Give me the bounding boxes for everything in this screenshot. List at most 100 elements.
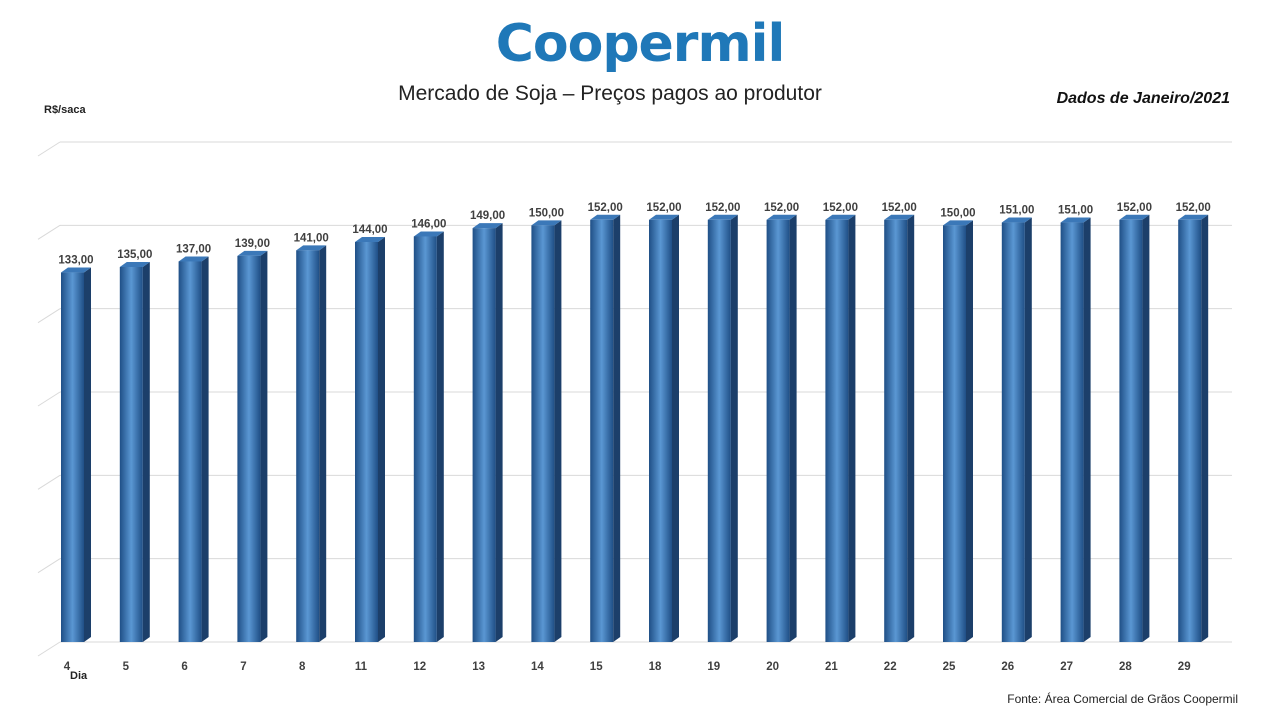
category-label: 18: [649, 661, 662, 673]
bar: [61, 272, 84, 642]
bar: [472, 228, 496, 642]
bar-value-label: 151,00: [1058, 205, 1093, 217]
bar-top: [472, 223, 503, 229]
bar-value-label: 150,00: [529, 207, 564, 219]
bar: [1060, 222, 1084, 643]
bar-side: [319, 245, 327, 643]
bar: [943, 225, 966, 643]
bar-top: [825, 214, 856, 220]
bar-value-label: 133,00: [58, 255, 93, 267]
bar-top: [178, 256, 209, 262]
gridline-depth: [37, 641, 61, 657]
category-label: 7: [240, 661, 246, 673]
gridline-depth: [37, 391, 61, 407]
category-label: 27: [1060, 661, 1073, 673]
bar: [1178, 219, 1202, 642]
bar: [766, 219, 790, 642]
bar-side: [436, 231, 444, 642]
category-label: 22: [884, 661, 897, 673]
bar-top: [296, 245, 327, 251]
category-label: 26: [1001, 661, 1014, 673]
bar-value-label: 152,00: [588, 202, 623, 214]
bar-top: [943, 220, 973, 226]
bar-top: [237, 250, 268, 256]
bar-side: [789, 214, 797, 642]
bar-value-label: 152,00: [882, 202, 917, 214]
category-label: 13: [472, 661, 485, 673]
bar-top: [61, 267, 91, 273]
bar-top: [707, 214, 738, 220]
bar: [649, 219, 672, 642]
bar-side: [1201, 214, 1209, 642]
bar-value-label: 141,00: [294, 232, 329, 244]
source-note: Fonte: Área Comercial de Grãos Coopermil: [1007, 692, 1238, 706]
chart-value-labels: 133,00 135,00 137,00 139,00 141,00 144,00 146,…: [58, 202, 1210, 267]
bar-value-label: 137,00: [176, 243, 211, 255]
bar-top: [884, 214, 915, 220]
bar: [178, 261, 202, 642]
bar-side: [201, 256, 209, 642]
bar: [296, 250, 320, 643]
bar: [355, 242, 378, 642]
bar-top: [1060, 217, 1091, 223]
bar-side: [966, 220, 973, 643]
category-label: 11: [355, 661, 368, 673]
bar-value-label: 151,00: [999, 205, 1034, 217]
chart-title: Mercado de Soja – Preços pagos ao produt…: [398, 82, 822, 105]
bar-value-label: 152,00: [1117, 202, 1152, 214]
bar-top: [1119, 214, 1150, 220]
bar-side: [495, 223, 503, 642]
bar: [119, 267, 143, 642]
bar-top: [413, 231, 444, 237]
bar-top: [590, 214, 621, 220]
bar: [1001, 222, 1025, 643]
bar: [825, 219, 849, 642]
bar-side: [378, 237, 385, 642]
bar-top: [355, 237, 385, 242]
bar-top: [1178, 214, 1209, 220]
gridline-depth: [37, 308, 61, 324]
bar: [531, 225, 555, 643]
bar-value-label: 152,00: [823, 202, 858, 214]
bar-value-label: 152,00: [646, 202, 681, 214]
category-label: 25: [943, 661, 956, 673]
category-label: 8: [299, 661, 306, 673]
bar-top: [766, 214, 797, 220]
bar-value-label: 144,00: [352, 224, 387, 236]
category-label: 29: [1178, 661, 1191, 673]
bar-top: [649, 214, 679, 220]
chart-bars: [61, 214, 1209, 643]
bar: [590, 219, 614, 642]
gridline-depth: [37, 141, 61, 157]
bar-side: [1083, 217, 1091, 643]
bar-value-label: 152,00: [764, 202, 799, 214]
gridline-depth: [37, 558, 61, 574]
bar-top: [119, 262, 150, 267]
gridline-depth: [37, 474, 61, 490]
bar: [413, 236, 437, 642]
bar: [1119, 219, 1143, 642]
bar-side: [554, 220, 562, 643]
bar-value-label: 149,00: [470, 210, 505, 222]
bar: [707, 219, 731, 642]
bar-side: [848, 214, 856, 642]
category-label: 28: [1119, 661, 1132, 673]
category-label: 4: [64, 661, 71, 673]
category-label: 21: [825, 661, 838, 673]
bar-value-label: 152,00: [705, 202, 740, 214]
bar-value-label: 146,00: [411, 218, 446, 230]
chart-grid: [37, 141, 1232, 657]
bar-top: [1001, 217, 1032, 223]
bar-side: [730, 214, 738, 642]
bar-side: [672, 214, 679, 642]
category-label: 19: [707, 661, 720, 673]
bar: [237, 255, 261, 642]
bar: [884, 219, 908, 642]
bar-side: [84, 267, 91, 642]
category-label: 12: [413, 661, 426, 673]
bar-value-label: 135,00: [117, 249, 152, 261]
bar-side: [1142, 214, 1150, 642]
x-axis-label: Dia: [70, 670, 88, 682]
category-label: 5: [123, 661, 130, 673]
